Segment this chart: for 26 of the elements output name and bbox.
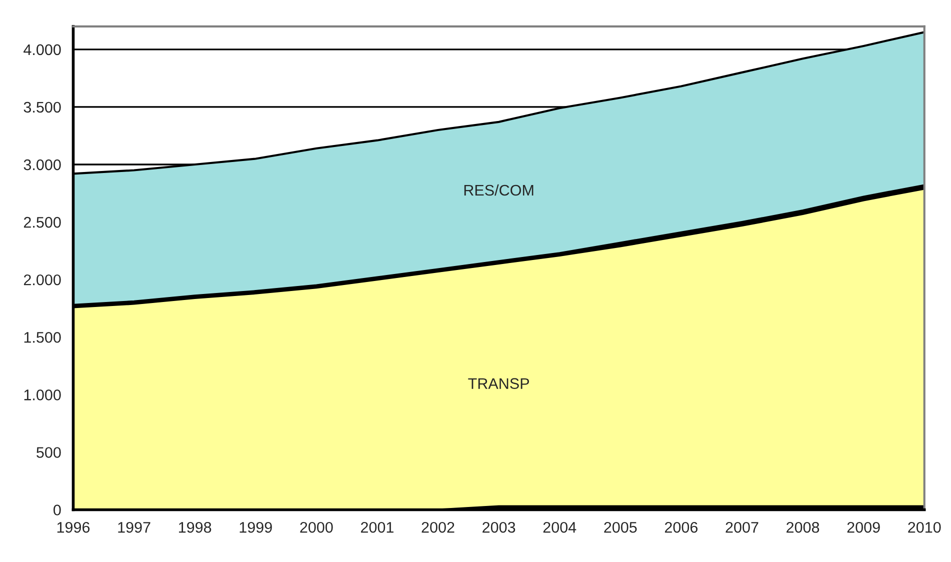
y-tick-label: 4.000 [24, 44, 61, 56]
x-tick-label: 2005 [604, 522, 637, 533]
x-tick-label: 2002 [422, 522, 454, 533]
x-tick-label: 2003 [482, 522, 516, 533]
y-tick-label: 0 [54, 504, 61, 516]
y-tick-label: 500 [36, 447, 61, 458]
x-tick-label: 2006 [664, 522, 698, 533]
x-tick-label: 1996 [57, 522, 90, 533]
y-tick-label: 1.500 [24, 332, 61, 343]
y-tick-label: 1.000 [24, 390, 61, 400]
x-tick-label: 2001 [360, 522, 394, 533]
x-tick-label: 2007 [726, 522, 758, 533]
x-tick-label: 2008 [786, 522, 820, 533]
y-tick-label: 2.500 [24, 216, 61, 228]
series-label: TRANSP [468, 378, 529, 389]
series-label: RES/COM [464, 184, 534, 196]
x-tick-label: 1998 [178, 522, 212, 533]
x-tick-label: 2009 [847, 522, 880, 533]
x-tick-label: 2010 [908, 522, 941, 533]
x-tick-label: 1999 [240, 522, 272, 533]
y-tick-label: 3.500 [24, 102, 61, 113]
y-tick-label: 3.000 [24, 159, 61, 170]
y-tick-label: 2.000 [24, 274, 61, 286]
x-tick-label: 2004 [543, 522, 576, 533]
x-tick-label: 2000 [300, 522, 333, 533]
x-tick-label: 1997 [118, 522, 150, 533]
